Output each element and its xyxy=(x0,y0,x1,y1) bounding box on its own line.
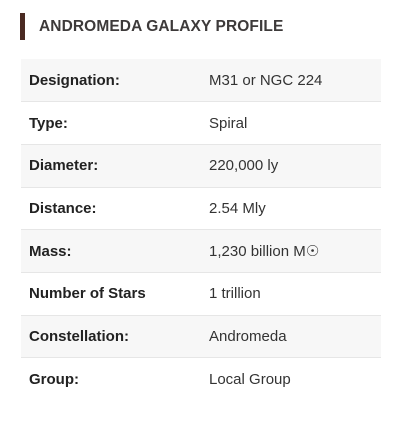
constellation-label: Constellation: xyxy=(29,327,129,345)
table-row: Number of Stars 1 trillion xyxy=(21,272,381,316)
table-row: Diameter: 220,000 ly xyxy=(21,144,381,188)
table-row: Type: Spiral xyxy=(21,101,381,145)
diameter-value: 220,000 ly xyxy=(209,157,279,175)
profile-table: Designation: M31 or NGC 224 Type: Spiral… xyxy=(21,59,381,401)
distance-value: 2.54 Mly xyxy=(209,199,266,217)
type-value: Spiral xyxy=(209,114,248,132)
table-row: Designation: M31 or NGC 224 xyxy=(21,59,381,102)
number-of-stars-value: 1 trillion xyxy=(209,285,261,303)
profile-header: ANDROMEDA GALAXY PROFILE xyxy=(20,13,283,40)
table-row: Group: Local Group xyxy=(21,357,381,401)
table-row: Constellation: Andromeda xyxy=(21,315,381,358)
designation-label: Designation: xyxy=(29,71,120,89)
profile-title: ANDROMEDA GALAXY PROFILE xyxy=(39,17,284,35)
group-value: Local Group xyxy=(209,370,291,388)
diameter-label: Diameter: xyxy=(29,157,99,175)
header-accent-bar xyxy=(20,13,25,40)
mass-label: Mass: xyxy=(29,242,72,260)
distance-label: Distance: xyxy=(29,199,97,217)
mass-value: 1,230 billion M☉ xyxy=(209,243,320,261)
constellation-value: Andromeda xyxy=(209,327,287,345)
table-row: Distance: 2.54 Mly xyxy=(21,187,381,230)
table-row: Mass: 1,230 billion M☉ xyxy=(21,229,381,273)
number-of-stars-label: Number of Stars xyxy=(29,285,146,303)
type-label: Type: xyxy=(29,114,68,132)
designation-value: M31 or NGC 224 xyxy=(209,71,323,89)
group-label: Group: xyxy=(29,370,79,388)
